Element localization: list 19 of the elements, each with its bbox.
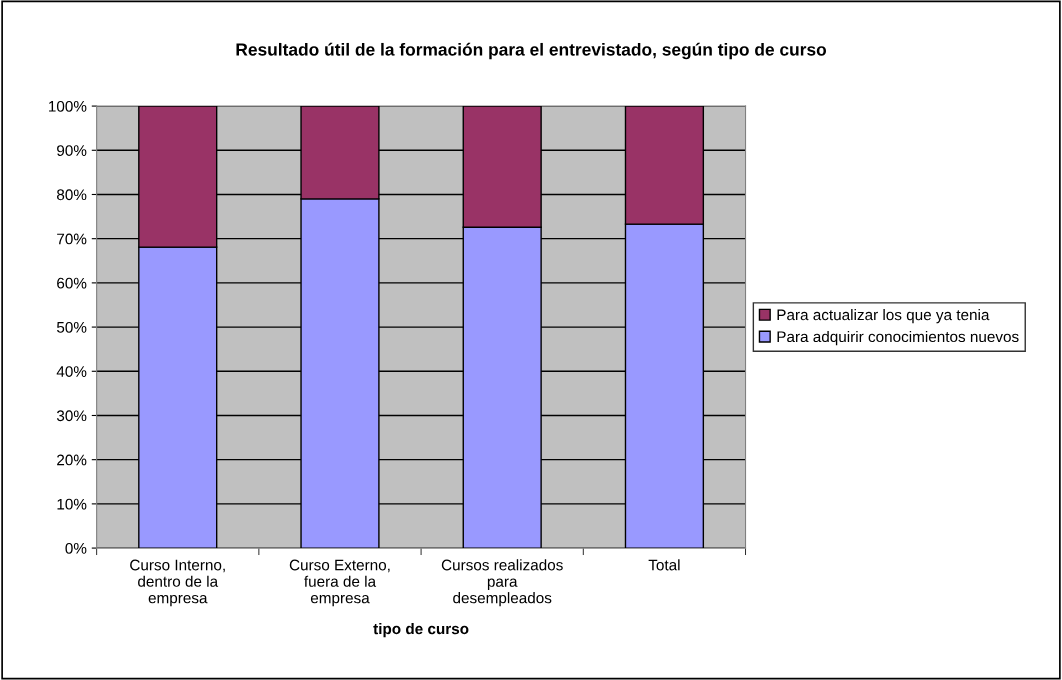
y-tick-label: 90% bbox=[57, 145, 87, 156]
legend-label: Para actualizar los que ya tenia bbox=[777, 309, 990, 324]
x-tick-label: Cursos realizados para desempleados bbox=[441, 559, 563, 607]
y-tick-label: 30% bbox=[56, 410, 87, 422]
y-tick-label: 70% bbox=[57, 233, 87, 245]
x-axis-title: tipo de curso bbox=[373, 623, 469, 638]
x-tick-label: Total bbox=[648, 559, 680, 571]
x-tick-label: Curso Externo, fuera de la empresa bbox=[289, 559, 390, 607]
chart-title: Resultado útil de la formación para el entrevistado, según tipo de curso bbox=[236, 42, 827, 60]
y-tick-label: 100% bbox=[49, 100, 87, 112]
legend-label: Para adquirir conocimientos nuevos bbox=[777, 330, 1019, 346]
y-tick-label: 40% bbox=[56, 366, 87, 377]
y-tick-label: 20% bbox=[57, 454, 87, 466]
y-tick-label: 80% bbox=[57, 189, 87, 201]
y-tick-label: 10% bbox=[57, 498, 87, 510]
y-tick-label: 60% bbox=[57, 277, 87, 289]
x-tick-label: Curso Interno, dentro de la empresa bbox=[130, 559, 225, 607]
y-tick-label: 50% bbox=[56, 321, 87, 333]
y-tick-label: 0% bbox=[65, 542, 87, 554]
